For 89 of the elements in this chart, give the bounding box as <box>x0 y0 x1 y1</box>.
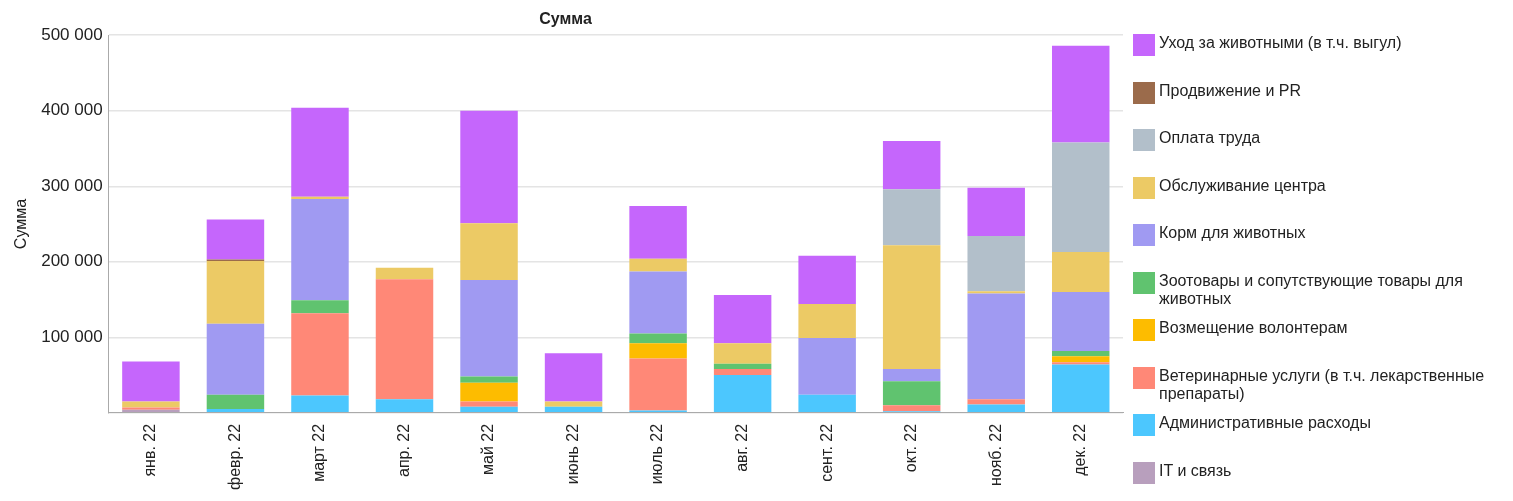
bar <box>1052 364 1110 413</box>
bar <box>798 394 856 413</box>
y-tick-label: 100 000 <box>41 327 103 347</box>
bar <box>206 219 265 260</box>
bar <box>1052 356 1110 363</box>
bar <box>629 205 687 259</box>
bar <box>1052 350 1110 357</box>
bar <box>460 376 518 383</box>
x-tick-label: сент. 22 <box>817 423 835 482</box>
bar <box>206 394 265 410</box>
x-tick-label: июнь 22 <box>563 423 581 485</box>
bar <box>122 401 180 408</box>
bar <box>967 187 1025 237</box>
bar <box>1052 142 1110 252</box>
bar <box>798 255 856 305</box>
bar <box>713 369 772 376</box>
x-tick-label: авг. 22 <box>733 423 751 472</box>
legend-label: Обслуживание центра <box>1159 176 1326 195</box>
bar <box>375 399 434 413</box>
y-tick-label: 400 000 <box>41 100 103 120</box>
y-tick-label: 200 000 <box>41 251 103 271</box>
bar <box>460 406 518 413</box>
bar <box>629 258 687 272</box>
bar <box>544 406 603 413</box>
legend-label: Зоотовары и сопутствующие товары для животных <box>1159 271 1464 308</box>
legend-label: Уход за животными (в т.ч. выгул) <box>1159 34 1402 52</box>
bar <box>375 279 434 400</box>
legend-label: Ветеринарные услуги (в т.ч. лекарственные препараты) <box>1159 366 1486 403</box>
bar <box>629 343 687 359</box>
bar <box>375 267 434 280</box>
bar <box>1052 251 1110 292</box>
bar <box>713 375 772 413</box>
bar <box>1052 45 1110 143</box>
x-tick-label: дек. 22 <box>1071 423 1089 476</box>
bar <box>544 353 603 402</box>
bar <box>882 140 941 190</box>
bar <box>882 381 941 406</box>
bar <box>882 189 941 246</box>
bar <box>291 107 349 197</box>
bar <box>291 300 349 314</box>
x-tick-label: май 22 <box>479 423 497 475</box>
legend-label: Административные расходы <box>1159 414 1371 432</box>
bar <box>629 358 687 411</box>
legend-label: Корм для животных <box>1159 224 1306 242</box>
bar <box>713 343 772 364</box>
bar <box>967 236 1025 292</box>
legend-label: Возмещение волонтерам <box>1159 319 1348 337</box>
bar <box>291 395 349 413</box>
x-tick-label: февр. 22 <box>225 423 243 491</box>
y-tick-label: 500 000 <box>41 24 103 44</box>
bar <box>629 333 687 344</box>
legend-label: Оплата труда <box>1159 129 1261 147</box>
x-tick-label: янв. 22 <box>141 423 159 477</box>
bar <box>1052 362 1110 365</box>
bar <box>629 271 687 334</box>
bar <box>798 304 856 339</box>
chart-title: Сумма <box>539 10 592 28</box>
bar <box>713 363 772 370</box>
legend-label: Продвижение и PR <box>1159 81 1302 100</box>
bar <box>291 199 349 301</box>
bar <box>206 261 265 324</box>
bar <box>713 295 772 344</box>
bar <box>882 405 941 412</box>
bar <box>460 382 518 402</box>
bar <box>291 313 349 396</box>
bar <box>206 323 265 395</box>
x-tick-label: апр. 22 <box>394 423 412 478</box>
x-tick-label: март 22 <box>310 423 328 482</box>
bar <box>967 291 1025 294</box>
bar <box>882 245 941 370</box>
bar <box>967 399 1025 405</box>
bar <box>967 404 1025 413</box>
bar <box>460 223 518 280</box>
bar <box>460 110 518 224</box>
x-tick-label: июль 22 <box>648 423 666 485</box>
bar <box>1052 292 1110 351</box>
x-tick-label: окт. 22 <box>902 423 920 473</box>
bar <box>206 409 265 413</box>
bar <box>122 361 180 402</box>
bar <box>544 401 603 407</box>
bar <box>882 369 941 382</box>
bar <box>967 293 1025 400</box>
bar <box>798 338 856 395</box>
y-axis-title: Сумма <box>12 198 30 250</box>
legend-label: IT и связь <box>1159 461 1232 480</box>
x-tick-label: нояб. 22 <box>986 423 1004 487</box>
bar <box>460 279 518 377</box>
y-tick-label: 300 000 <box>41 175 103 195</box>
bar <box>460 401 518 407</box>
